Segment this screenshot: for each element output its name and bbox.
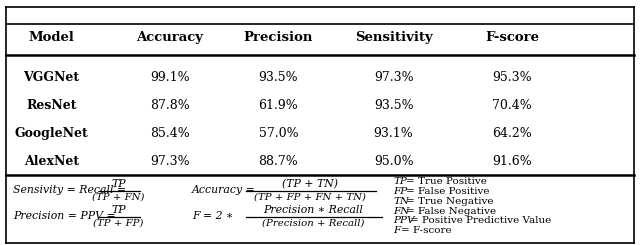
Text: 95.3%: 95.3%: [492, 71, 532, 84]
Text: Model: Model: [28, 31, 74, 45]
Text: 93.1%: 93.1%: [374, 127, 413, 140]
Text: F: F: [394, 226, 401, 235]
Text: AlexNet: AlexNet: [24, 155, 79, 168]
Text: Precision = PPV =: Precision = PPV =: [13, 211, 115, 221]
Text: F-score: F-score: [485, 31, 539, 45]
Text: 64.2%: 64.2%: [492, 127, 532, 140]
Text: TP: TP: [111, 179, 125, 189]
Text: Sensitivity: Sensitivity: [355, 31, 433, 45]
Text: 70.4%: 70.4%: [492, 99, 532, 112]
Text: 91.6%: 91.6%: [492, 155, 532, 168]
Text: Sensivity = Recall =: Sensivity = Recall =: [13, 185, 126, 195]
Text: 88.7%: 88.7%: [259, 155, 298, 168]
Text: = F-score: = F-score: [401, 226, 452, 235]
Text: (TP + FP + FN + TN): (TP + FP + FN + TN): [254, 193, 366, 201]
Text: Precision ∗ Recall: Precision ∗ Recall: [264, 205, 364, 215]
Text: ResNet: ResNet: [26, 99, 76, 112]
Text: 87.8%: 87.8%: [150, 99, 189, 112]
Text: 95.0%: 95.0%: [374, 155, 413, 168]
Text: 93.5%: 93.5%: [259, 71, 298, 84]
Text: = Positive Predictive Value: = Positive Predictive Value: [410, 217, 552, 225]
Text: Accuracy =: Accuracy =: [192, 185, 256, 195]
Text: (TP + FN): (TP + FN): [92, 193, 145, 201]
Text: (TP + TN): (TP + TN): [282, 179, 339, 189]
Text: Accuracy: Accuracy: [136, 31, 203, 45]
Text: 97.3%: 97.3%: [150, 155, 189, 168]
Text: 85.4%: 85.4%: [150, 127, 189, 140]
Text: = False Negative: = False Negative: [406, 207, 496, 216]
Text: (TP + FP): (TP + FP): [93, 219, 143, 228]
Text: PPV: PPV: [394, 217, 415, 225]
Text: TP: TP: [111, 205, 125, 215]
Text: 97.3%: 97.3%: [374, 71, 413, 84]
Text: F = 2 ∗: F = 2 ∗: [192, 211, 234, 221]
Text: TN: TN: [394, 197, 410, 206]
Text: FN: FN: [394, 207, 410, 216]
Text: FP: FP: [394, 187, 408, 196]
Text: 61.9%: 61.9%: [259, 99, 298, 112]
Text: GoogleNet: GoogleNet: [14, 127, 88, 140]
Text: 93.5%: 93.5%: [374, 99, 413, 112]
Text: VGGNet: VGGNet: [23, 71, 79, 84]
Text: = False Positive: = False Positive: [406, 187, 489, 196]
Text: 99.1%: 99.1%: [150, 71, 189, 84]
Text: (Precision + Recall): (Precision + Recall): [262, 219, 365, 228]
Text: 57.0%: 57.0%: [259, 127, 298, 140]
Text: Precision: Precision: [244, 31, 313, 45]
Text: = True Negative: = True Negative: [406, 197, 493, 206]
Text: TP: TP: [394, 177, 408, 186]
Text: = True Positive: = True Positive: [406, 177, 486, 186]
